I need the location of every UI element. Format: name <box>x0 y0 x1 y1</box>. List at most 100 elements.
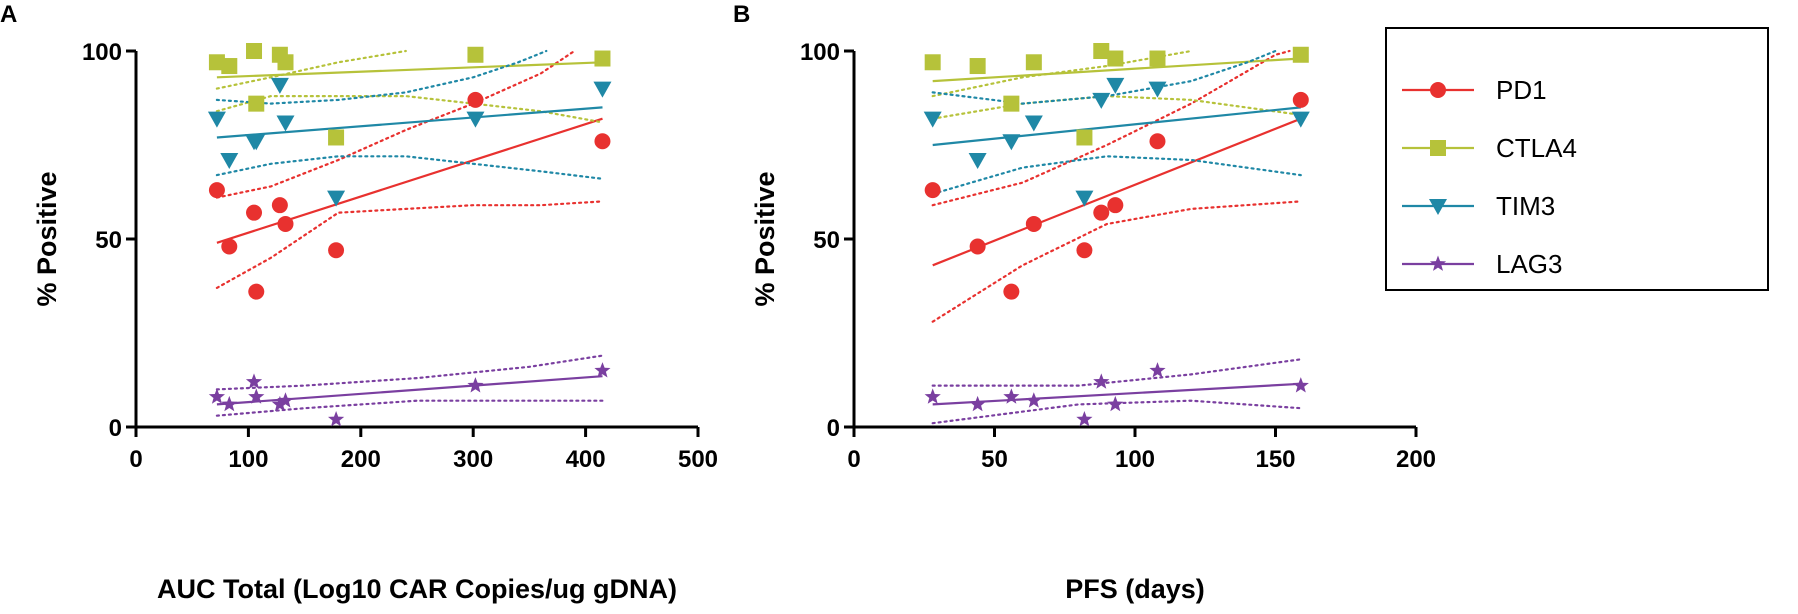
lag3-point <box>924 388 941 404</box>
ctla4-point <box>208 54 225 71</box>
legend-ctla4-marker <box>1430 140 1446 156</box>
pd1-ci-lower <box>215 200 604 289</box>
x-tick-label: 400 <box>566 446 606 473</box>
x-tick-label: 150 <box>1255 446 1295 473</box>
x-tick-label: 200 <box>1396 446 1436 473</box>
ctla4-point <box>328 129 345 146</box>
ctla4-point <box>1076 129 1093 146</box>
ctla4-point <box>1003 95 1020 112</box>
legend-pd1-marker <box>1430 82 1446 98</box>
y-tick-label: 100 <box>800 39 840 66</box>
pd1-point <box>924 182 941 199</box>
ctla4-point <box>594 50 611 67</box>
lag3-point <box>245 373 263 389</box>
ctla4-ci-upper <box>931 49 1193 98</box>
tim3-point <box>207 111 226 128</box>
pd1-point <box>1076 242 1093 259</box>
x-tick-label: 0 <box>129 446 142 473</box>
y-tick-label: 0 <box>109 415 122 442</box>
tim3-point <box>1075 190 1094 207</box>
pd1-fit-line <box>932 117 1302 267</box>
pd1-point <box>1003 283 1020 300</box>
ctla4-point <box>1149 50 1166 67</box>
y-tick-label: 50 <box>95 227 122 254</box>
pd1-point <box>594 133 611 150</box>
x-tick-label: 100 <box>1115 446 1155 473</box>
ctla4-point <box>1093 43 1110 59</box>
tim3-point <box>968 153 987 170</box>
pd1-point <box>271 197 288 214</box>
y-tick-label: 50 <box>813 227 840 254</box>
panel-a-plot: 0 100 200 300 400 500 0 50 100 AUC Total (Log10 C… <box>32 39 718 604</box>
legend-ctla4-label: CTLA4 <box>1496 133 1577 163</box>
pd1-point <box>1093 204 1110 221</box>
pd1-point <box>1149 133 1166 150</box>
lag3-point <box>328 411 345 427</box>
ctla4-point <box>467 46 484 63</box>
lag3-point <box>467 377 484 393</box>
legend-lag3-marker <box>1429 255 1447 271</box>
tim3-point <box>466 111 485 128</box>
tim3-point <box>1092 92 1111 109</box>
lag3-ci-upper <box>215 354 604 391</box>
lag3-ci-upper <box>931 358 1302 387</box>
ctla4-point <box>1025 54 1042 71</box>
lag3-point <box>1025 392 1042 408</box>
legend-lag3-label: LAG3 <box>1496 249 1563 279</box>
pd1-point <box>248 283 265 300</box>
tim3-point <box>1002 134 1021 151</box>
tim3-point <box>220 153 239 170</box>
legend-tim3-label: TIM3 <box>1496 191 1555 221</box>
ctla4-point <box>969 58 986 75</box>
ctla4-ci-upper <box>215 49 407 90</box>
y-tick-label: 100 <box>82 39 122 66</box>
pd1-point <box>969 238 986 255</box>
legend-tim3-marker <box>1429 199 1447 215</box>
legend-pd1-label: PD1 <box>1496 75 1547 105</box>
ctla4-point <box>1107 50 1124 67</box>
x-axis-title: AUC Total (Log10 CAR Copies/ug gDNA) <box>157 574 677 604</box>
lag3-point <box>248 388 265 404</box>
pd1-point <box>1292 91 1309 108</box>
ctla4-point <box>248 95 265 112</box>
tim3-point <box>593 81 612 98</box>
panel-b-letter: B <box>733 1 750 28</box>
tim3-ci-upper <box>215 49 548 105</box>
ctla4-fit-line <box>216 61 603 79</box>
tim3-point <box>923 111 942 128</box>
panel-b-plot: 0 50 100 150 200 0 50 100 PFS (days) % Positive <box>750 39 1436 604</box>
legend-box <box>1385 27 1769 291</box>
ctla4-point <box>246 43 263 59</box>
x-tick-label: 300 <box>453 446 493 473</box>
ctla4-ci-lower <box>215 95 604 124</box>
lag3-point <box>208 388 225 404</box>
tim3-point <box>1024 115 1043 132</box>
ctla4-fit-line <box>932 57 1301 83</box>
lag3-point <box>271 395 288 412</box>
lag3-fit-line <box>932 382 1301 406</box>
panel-a-letter: A <box>0 1 17 28</box>
y-tick-label: 0 <box>827 415 840 442</box>
tim3-point <box>1148 81 1167 98</box>
y-axis-title: % Positive <box>32 171 62 306</box>
lag3-point <box>1107 395 1124 412</box>
x-tick-label: 0 <box>847 446 860 473</box>
tim3-ci-lower <box>215 155 604 180</box>
pd1-point <box>467 91 484 108</box>
lag3-point <box>1076 411 1093 427</box>
pd1-point <box>1107 197 1124 214</box>
tim3-fit-line <box>216 106 603 139</box>
lag3-point <box>277 392 294 408</box>
tim3-ci-lower <box>931 155 1302 195</box>
tim3-point <box>247 134 266 151</box>
tim3-point <box>1106 77 1125 94</box>
lag3-point <box>1003 388 1020 404</box>
lag3-ci-lower <box>215 399 604 417</box>
y-axis-title: % Positive <box>750 171 780 306</box>
x-tick-label: 500 <box>678 446 718 473</box>
tim3-point <box>327 190 346 207</box>
x-tick-label: 200 <box>341 446 381 473</box>
pd1-fit-line <box>216 117 603 244</box>
pd1-ci-upper <box>215 49 576 199</box>
